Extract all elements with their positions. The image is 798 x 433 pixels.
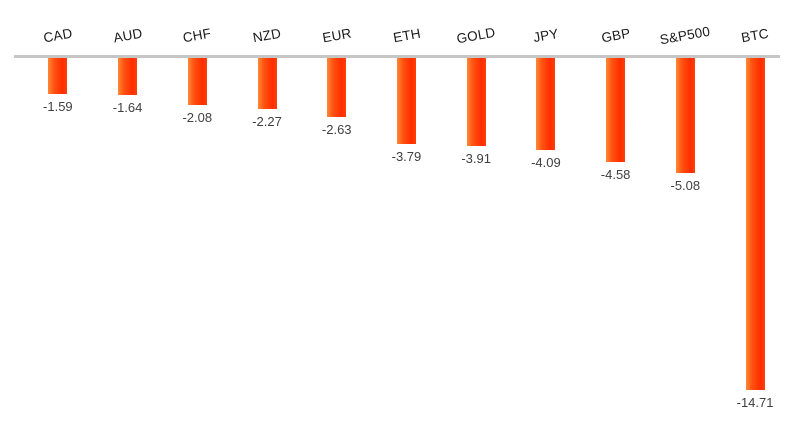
- x-axis-zero-line: [14, 55, 780, 58]
- bar-jpy: [536, 58, 556, 151]
- category-label-eur: EUR: [321, 25, 353, 45]
- value-label-btc: -14.71: [736, 395, 774, 411]
- value-label-sp500: -5.08: [670, 177, 701, 193]
- category-label-eth: ETH: [391, 25, 422, 45]
- value-label-gbp: -4.58: [600, 166, 631, 182]
- bar-cad: [48, 58, 68, 94]
- bar-eur: [327, 58, 347, 118]
- bar-gbp: [606, 58, 626, 162]
- value-label-chf: -2.08: [182, 110, 213, 125]
- value-label-eth: -3.79: [391, 148, 422, 164]
- bar-btc: [745, 58, 765, 391]
- bar-aud: [118, 58, 138, 96]
- category-label-chf: CHF: [182, 25, 213, 45]
- bar-eth: [396, 58, 416, 144]
- category-label-jpy: JPY: [532, 25, 560, 45]
- category-label-aud: AUD: [111, 25, 144, 45]
- category-label-cad: CAD: [42, 25, 74, 45]
- category-label-gbp: GBP: [599, 25, 632, 45]
- value-label-cad: -1.59: [43, 98, 73, 114]
- bar-chf: [187, 58, 207, 105]
- category-label-gold: GOLD: [455, 24, 497, 46]
- category-label-nzd: NZD: [251, 25, 283, 45]
- bar-gold: [466, 58, 486, 147]
- value-label-jpy: -4.09: [531, 155, 561, 171]
- value-label-eur: -2.63: [321, 122, 352, 138]
- bar-nzd: [257, 58, 277, 110]
- category-label-btc: BTC: [740, 25, 770, 45]
- value-label-gold: -3.91: [461, 151, 491, 167]
- category-label-sp500: S&P500: [659, 23, 712, 47]
- value-label-aud: -1.64: [112, 100, 143, 116]
- value-label-nzd: -2.27: [252, 114, 282, 130]
- bar-sp500: [675, 58, 695, 173]
